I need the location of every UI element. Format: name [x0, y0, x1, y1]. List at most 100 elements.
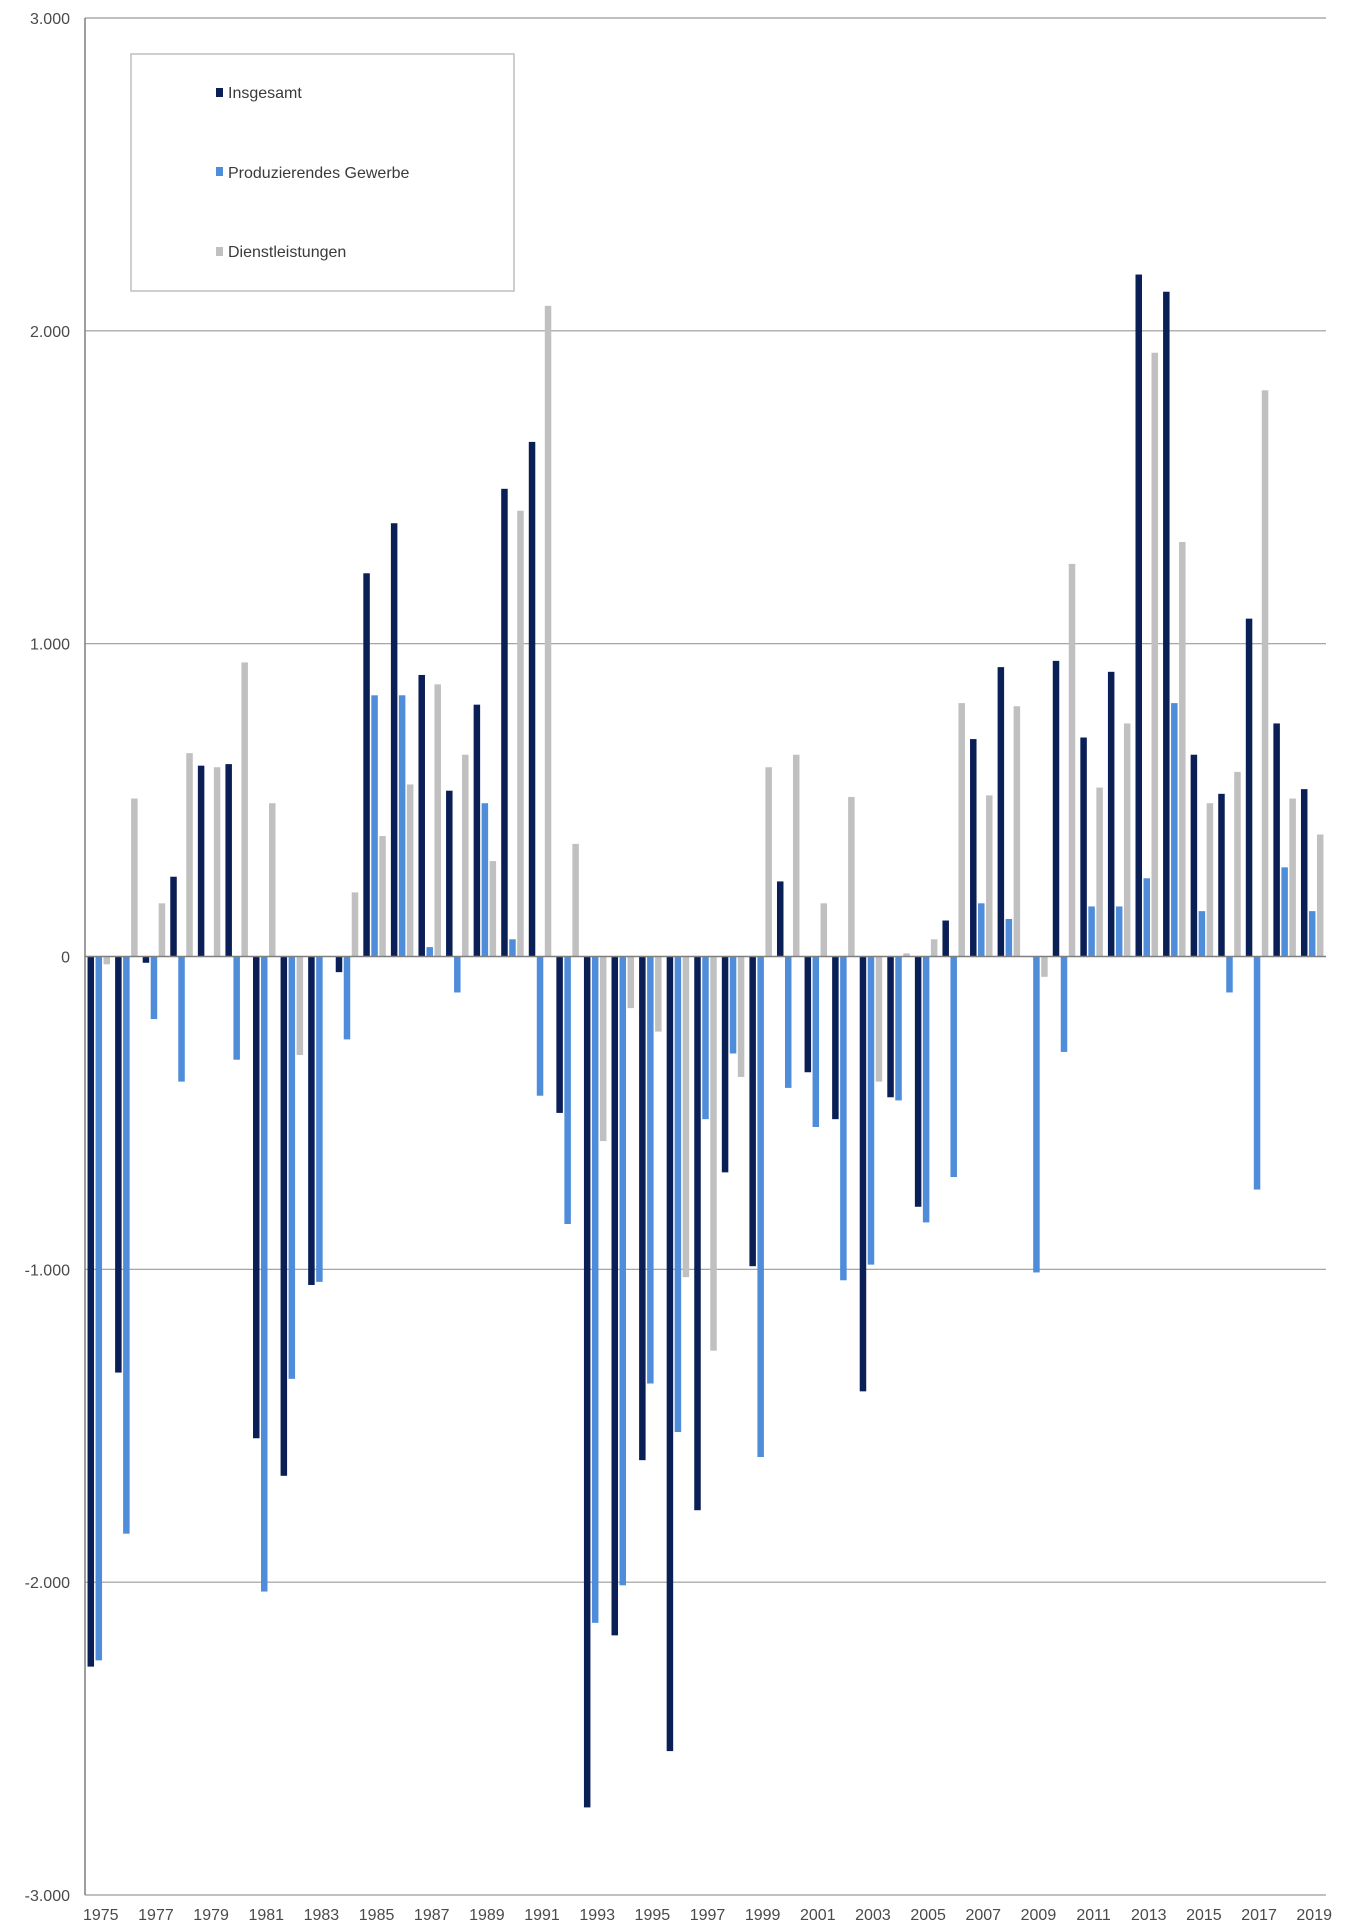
bar-dienstleistungen-1991 — [544, 305, 552, 957]
bar-dienstleistungen-1988 — [462, 754, 469, 957]
bar-produzierendes-gewerbe-1993 — [591, 956, 599, 1623]
bar-dienstleistungen-1982 — [296, 956, 304, 1056]
bar-produzierendes-gewerbe-1991 — [536, 956, 544, 1096]
bar-insgesamt-1982 — [280, 956, 288, 1476]
bar-dienstleistungen-1984 — [351, 892, 359, 957]
bar-dienstleistungen-1985 — [379, 836, 386, 957]
bar-insgesamt-2017 — [1245, 618, 1253, 957]
bar-insgesamt-1996 — [666, 956, 674, 1752]
legend-label-produzierendes-gewerbe: Produzierendes Gewerbe — [228, 165, 410, 182]
bar-insgesamt-1992 — [556, 956, 563, 1113]
bar-dienstleistungen-2014 — [1179, 541, 1186, 957]
bar-dienstleistungen-1980 — [241, 662, 248, 957]
bar-produzierendes-gewerbe-2012 — [1115, 906, 1123, 957]
bar-dienstleistungen-1987 — [434, 684, 441, 957]
bar-produzierendes-gewerbe-2008 — [1005, 918, 1013, 957]
bar-insgesamt-1983 — [308, 956, 315, 1285]
legend-box — [130, 53, 515, 292]
axes — [84, 18, 1326, 1895]
bar-produzierendes-gewerbe-1990 — [509, 939, 516, 957]
bar-dienstleistungen-1994 — [627, 956, 635, 1009]
bar-produzierendes-gewerbe-1983 — [316, 956, 323, 1282]
x-tick-label: 2007 — [965, 1907, 1001, 1924]
bar-dienstleistungen-1993 — [599, 956, 607, 1142]
bar-dienstleistungen-1989 — [489, 861, 497, 957]
bar-dienstleistungen-2003 — [875, 956, 883, 1082]
bar-dienstleistungen-2008 — [1013, 706, 1021, 957]
bar-insgesamt-1979 — [197, 765, 205, 957]
bar-produzierendes-gewerbe-2014 — [1171, 703, 1178, 957]
bar-dienstleistungen-2018 — [1289, 798, 1296, 957]
bar-insgesamt-1999 — [749, 956, 756, 1267]
bar-produzierendes-gewerbe-1995 — [647, 956, 654, 1384]
y-tick-label: 1.000 — [30, 637, 70, 654]
bar-dienstleistungen-2017 — [1261, 390, 1269, 957]
x-tick-label: 1989 — [469, 1907, 505, 1924]
bar-insgesamt-2002 — [832, 956, 839, 1120]
bar-produzierendes-gewerbe-1984 — [343, 956, 351, 1040]
x-tick-label: 2003 — [855, 1907, 891, 1924]
bar-insgesamt-2008 — [997, 667, 1005, 957]
bar-produzierendes-gewerbe-1986 — [398, 695, 406, 957]
bar-insgesamt-1998 — [721, 956, 729, 1173]
bar-produzierendes-gewerbe-2005 — [922, 956, 930, 1223]
bar-insgesamt-2010 — [1052, 660, 1060, 957]
bar-produzierendes-gewerbe-2001 — [812, 956, 820, 1127]
bar-insgesamt-1988 — [446, 790, 453, 957]
legend-swatch-insgesamt — [216, 88, 223, 97]
bar-insgesamt-1997 — [694, 956, 701, 1511]
bar-produzierendes-gewerbe-1982 — [288, 956, 296, 1379]
y-tick-label: 3.000 — [30, 11, 70, 28]
bar-insgesamt-2011 — [1080, 737, 1087, 957]
bar-insgesamt-2015 — [1190, 754, 1198, 957]
bar-produzierendes-gewerbe-2009 — [1033, 956, 1040, 1273]
bar-insgesamt-2018 — [1273, 723, 1280, 957]
bar-insgesamt-2012 — [1107, 671, 1115, 957]
bar-dienstleistungen-2007 — [986, 795, 993, 957]
bar-insgesamt-1978 — [170, 876, 177, 957]
bar-insgesamt-1981 — [253, 956, 260, 1439]
bar-dienstleistungen-1998 — [737, 956, 745, 1077]
x-tick-label: 2013 — [1131, 1907, 1167, 1924]
bar-produzierendes-gewerbe-2010 — [1060, 956, 1068, 1052]
bar-insgesamt-1987 — [418, 674, 425, 957]
bar-produzierendes-gewerbe-1978 — [178, 956, 185, 1082]
bar-dienstleistungen-2002 — [848, 796, 855, 957]
y-tick-label: -2.000 — [25, 1575, 70, 1592]
bar-dienstleistungen-2005 — [930, 939, 938, 957]
bar-produzierendes-gewerbe-1975 — [95, 956, 103, 1661]
bar-produzierendes-gewerbe-2018 — [1281, 867, 1288, 957]
bar-produzierendes-gewerbe-2013 — [1143, 878, 1150, 957]
bar-dienstleistungen-1986 — [406, 784, 414, 957]
x-tick-label: 1995 — [635, 1907, 671, 1924]
bar-produzierendes-gewerbe-1987 — [426, 947, 433, 957]
bar-dienstleistungen-1978 — [186, 753, 193, 957]
bar-produzierendes-gewerbe-2015 — [1198, 911, 1206, 957]
bar-produzierendes-gewerbe-1998 — [729, 956, 737, 1054]
x-tick-label: 2019 — [1296, 1907, 1332, 1924]
legend-swatch-produzierendes-gewerbe — [216, 167, 223, 176]
bar-insgesamt-1976 — [115, 956, 122, 1373]
x-tick-label: 1977 — [138, 1907, 174, 1924]
bar-insgesamt-1989 — [473, 704, 481, 957]
bar-produzierendes-gewerbe-1997 — [702, 956, 709, 1120]
bar-insgesamt-2005 — [914, 956, 922, 1207]
bar-insgesamt-2013 — [1135, 274, 1142, 957]
bar-insgesamt-1985 — [363, 573, 370, 957]
bar-insgesamt-2014 — [1163, 291, 1170, 957]
bar-produzierendes-gewerbe-1976 — [123, 956, 130, 1534]
x-tick-label: 1987 — [414, 1907, 450, 1924]
y-tick-label: 2.000 — [30, 324, 70, 341]
bar-dienstleistungen-1976 — [131, 798, 138, 957]
bar-produzierendes-gewerbe-1980 — [233, 956, 240, 1060]
bar-insgesamt-2001 — [804, 956, 812, 1073]
bar-produzierendes-gewerbe-2002 — [840, 956, 847, 1281]
bar-dienstleistungen-1981 — [269, 803, 276, 957]
x-tick-label: 1993 — [579, 1907, 615, 1924]
bar-dienstleistungen-1997 — [710, 956, 717, 1351]
x-tick-label: 1985 — [359, 1907, 395, 1924]
bar-insgesamt-2006 — [942, 920, 949, 957]
bar-produzierendes-gewerbe-2019 — [1308, 911, 1316, 957]
bar-produzierendes-gewerbe-1996 — [674, 956, 682, 1433]
